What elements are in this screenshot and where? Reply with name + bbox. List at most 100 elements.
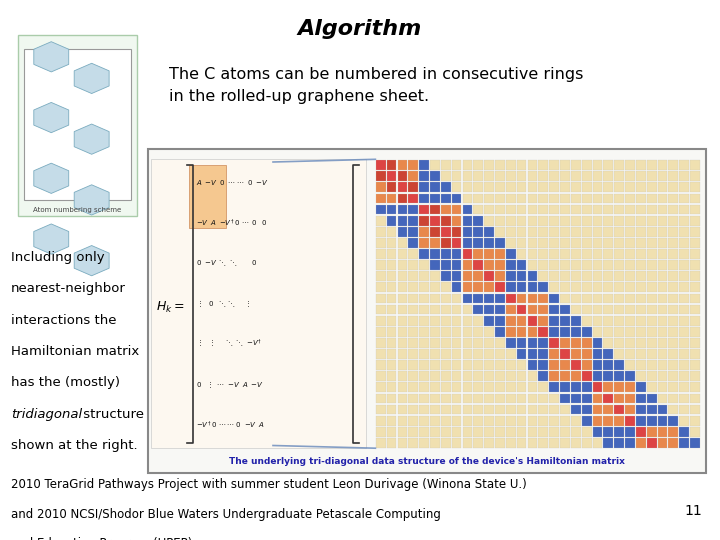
Bar <box>625 238 635 248</box>
Bar <box>397 427 408 437</box>
Bar <box>636 338 646 348</box>
Bar <box>657 416 667 426</box>
Bar <box>528 294 537 303</box>
Bar <box>614 249 624 259</box>
Bar <box>690 305 700 314</box>
Bar <box>485 305 494 314</box>
Bar <box>679 372 689 381</box>
Bar <box>603 394 613 403</box>
Bar <box>387 438 397 448</box>
Bar <box>657 193 667 203</box>
Bar <box>690 427 700 437</box>
Bar <box>462 271 472 281</box>
Bar <box>506 205 516 214</box>
Bar <box>495 271 505 281</box>
Bar <box>571 238 581 248</box>
Bar <box>462 305 472 314</box>
Bar <box>528 249 537 259</box>
Bar <box>441 394 451 403</box>
Bar <box>603 360 613 370</box>
Bar <box>647 216 657 226</box>
Bar <box>614 404 624 414</box>
Bar <box>397 160 408 170</box>
Bar <box>582 216 592 226</box>
Bar <box>451 438 462 448</box>
Bar <box>636 316 646 326</box>
Bar <box>657 183 667 192</box>
Bar <box>571 282 581 292</box>
Bar <box>451 205 462 214</box>
Bar <box>517 360 526 370</box>
Bar <box>462 438 472 448</box>
Bar <box>528 271 537 281</box>
Bar <box>528 216 537 226</box>
Bar <box>647 372 657 381</box>
Bar <box>408 160 418 170</box>
Bar <box>441 160 451 170</box>
Bar <box>408 372 418 381</box>
Bar <box>376 327 386 336</box>
Bar <box>387 205 397 214</box>
Bar <box>408 193 418 203</box>
Bar <box>495 349 505 359</box>
Bar <box>582 294 592 303</box>
Bar <box>517 404 526 414</box>
Bar <box>462 427 472 437</box>
Bar <box>397 205 408 214</box>
Bar <box>636 216 646 226</box>
Bar <box>473 282 483 292</box>
Bar <box>647 183 657 192</box>
Bar <box>668 316 678 326</box>
Bar <box>593 316 603 326</box>
Bar <box>582 260 592 270</box>
Bar <box>560 404 570 414</box>
Bar <box>387 249 397 259</box>
Bar <box>636 404 646 414</box>
Bar <box>582 227 592 237</box>
Bar <box>430 294 440 303</box>
Bar <box>614 282 624 292</box>
Bar <box>668 427 678 437</box>
Bar <box>539 249 548 259</box>
Bar <box>625 416 635 426</box>
Bar <box>539 382 548 392</box>
Bar <box>441 427 451 437</box>
Bar <box>528 238 537 248</box>
Bar <box>571 438 581 448</box>
Bar <box>647 394 657 403</box>
Bar <box>517 260 526 270</box>
Bar <box>690 171 700 181</box>
Bar <box>517 249 526 259</box>
Text: ${-V}\;\;A\;\;{-V}^{\dagger}\;0\;\cdots\;\;0\;\;\;0$: ${-V}\;\;A\;\;{-V}^{\dagger}\;0\;\cdots\… <box>196 217 268 228</box>
Bar <box>690 338 700 348</box>
Bar <box>485 183 494 192</box>
Bar <box>625 372 635 381</box>
Bar <box>657 171 667 181</box>
Bar <box>657 282 667 292</box>
Bar <box>506 382 516 392</box>
Bar <box>679 171 689 181</box>
Bar <box>593 349 603 359</box>
Bar <box>441 382 451 392</box>
Bar <box>582 416 592 426</box>
Bar <box>506 294 516 303</box>
Bar <box>485 316 494 326</box>
Bar <box>485 271 494 281</box>
Bar <box>376 438 386 448</box>
Bar <box>690 382 700 392</box>
Bar <box>625 260 635 270</box>
Bar <box>517 327 526 336</box>
Bar <box>506 394 516 403</box>
Bar <box>668 260 678 270</box>
Bar <box>485 394 494 403</box>
Bar <box>636 382 646 392</box>
Bar <box>625 305 635 314</box>
Bar <box>451 193 462 203</box>
Bar <box>397 260 408 270</box>
Bar <box>560 271 570 281</box>
Bar <box>441 216 451 226</box>
Bar <box>419 160 429 170</box>
Bar <box>485 171 494 181</box>
Bar <box>376 404 386 414</box>
Bar <box>451 183 462 192</box>
